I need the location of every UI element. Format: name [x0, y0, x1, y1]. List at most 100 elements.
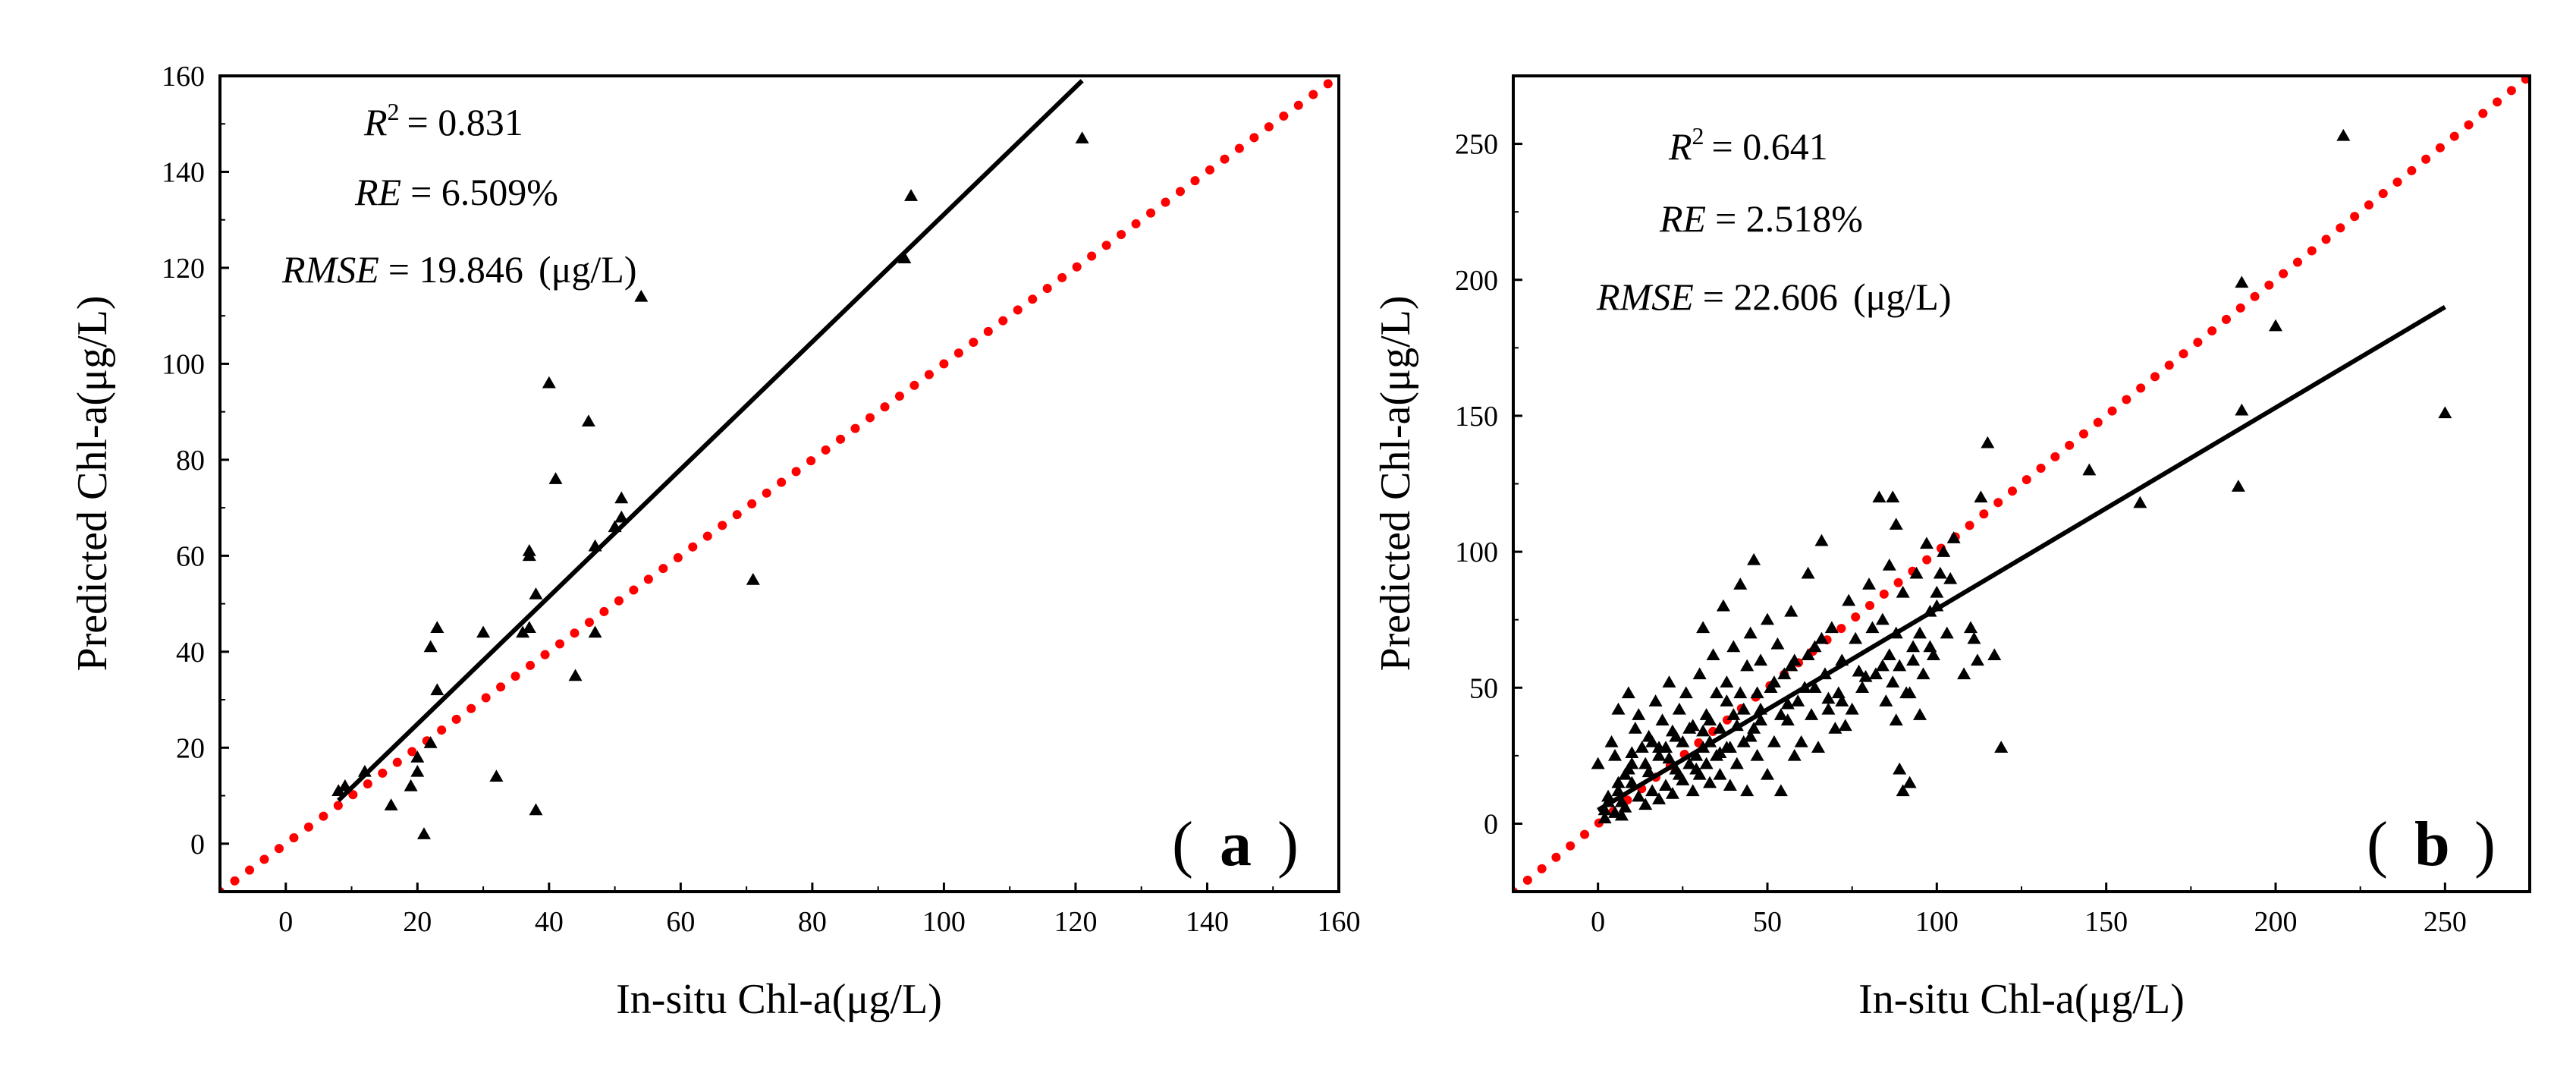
panel-a-y-tick-label: 160: [162, 61, 205, 93]
panel-b-data-point: [1801, 566, 1815, 579]
panel-b-data-point: [1713, 722, 1727, 734]
panel-a-data-point: [588, 625, 602, 638]
panel-b-data-point: [1604, 735, 1619, 747]
panel-b-identity-line: [1513, 76, 2530, 892]
panel-b-data-point: [1828, 722, 1842, 734]
panel-b-data-point: [1791, 694, 1805, 707]
panel-a-tick-labels: 0 20 40 60 80 100 120 140 160 0 20 40 60 80 100 120 140 1…: [162, 61, 1361, 938]
panel-b-data-point: [1662, 751, 1676, 764]
panel-b-x-tick-label: 200: [2254, 906, 2298, 938]
panel-b-data-point: [1665, 787, 1679, 799]
panel-b-rmse-unit: (μg/L): [1853, 275, 1952, 318]
panel-b-data-point: [1761, 612, 1774, 625]
panel-b-data-point: [1824, 621, 1839, 634]
panel-a-points: [331, 131, 1089, 839]
panel-b-data-point: [2082, 463, 2097, 476]
panel-b-data-point: [1720, 675, 1734, 688]
panel-b-data-point: [1930, 599, 1944, 612]
panel-a-data-point: [423, 640, 438, 653]
panel-b-data-point: [1625, 746, 1639, 758]
panel-b-data-point: [2231, 480, 2245, 492]
panel-b: 0 50 100 150 200 250 0 50 100 150 200 250 In-situ C…: [1372, 74, 2531, 1023]
panel-b-data-point: [1703, 735, 1717, 747]
panel-b-x-tick-label: 50: [1753, 906, 1782, 938]
panel-b-data-point: [1754, 653, 1768, 666]
panel-b-data-point: [1872, 490, 1886, 503]
panel-b-data-point: [1814, 533, 1829, 546]
panel-b-data-point: [1638, 798, 1653, 810]
panel-b-data-point: [1682, 757, 1697, 769]
panel-b-data-point: [1773, 784, 1788, 797]
panel-a-x-tick-label: 80: [798, 906, 827, 938]
panel-a-y-tick-label: 120: [162, 253, 205, 285]
panel-b-data-point: [1638, 757, 1653, 769]
panel-b-data-point: [1696, 741, 1711, 753]
panel-b-re-stat: RE = 2.518%: [1659, 197, 1863, 240]
panel-a-identity-line: [220, 76, 1339, 892]
panel-b-data-point: [1937, 545, 1951, 557]
panel-b-r2-label: R: [1668, 125, 1692, 168]
panel-b-tick-labels: 0 50 100 150 200 250 0 50 100 150 200 250: [1455, 129, 2467, 938]
panel-b-data-point: [1794, 735, 1808, 747]
panel-b-data-point: [1862, 577, 1876, 590]
panel-b-data-point: [1842, 593, 1856, 606]
panel-b-data-point: [1943, 571, 1958, 584]
panel-b-fit-line: [1597, 305, 2446, 813]
panel-b-data-point: [1621, 686, 1635, 699]
panel-a-label: a: [1220, 809, 1252, 880]
panel-b-data-point: [1713, 767, 1727, 780]
panel-a-data-point: [404, 779, 418, 791]
panel-b-data-point: [1611, 784, 1626, 797]
panel-a-data-point: [542, 376, 556, 389]
panel-b-data-point: [1767, 675, 1781, 688]
panel-a-data-point: [331, 784, 346, 796]
panel-a-re-value: = 6.509%: [410, 171, 558, 213]
panel-a-data-point: [904, 189, 919, 201]
panel-a-y-tick-label: 0: [190, 829, 205, 861]
panel-b-data-point: [1692, 667, 1707, 680]
panel-b-data-point: [1909, 566, 1924, 579]
panel-b-data-point: [1652, 741, 1667, 753]
panel-a-re-label: RE: [354, 171, 401, 213]
panel-b-data-point: [1669, 729, 1683, 742]
panel-b-y-tick-label: 100: [1455, 537, 1498, 568]
panel-b-data-point: [1868, 667, 1883, 680]
panel-a-r2-superscript: 2: [388, 98, 400, 125]
panel-b-x-tick-label: 150: [2084, 906, 2128, 938]
panel-a-data-point: [338, 779, 352, 791]
panel-b-data-point: [1696, 724, 1711, 737]
panel-b-plot-frame: [1512, 74, 2531, 893]
panel-b-data-point: [1699, 757, 1714, 769]
panel-a-x-tick-label: 100: [922, 906, 966, 938]
panel-b-data-point: [1703, 713, 1717, 725]
panel-b-data-point: [2235, 275, 2249, 288]
panel-a-data-point: [430, 683, 445, 696]
panel-b-data-point: [1740, 784, 1755, 797]
panel-a-data-point: [897, 251, 912, 264]
panel-a-data-point: [1075, 131, 1089, 143]
panel-b-rmse-stat: RMSE = 22.606 (μg/L): [1596, 275, 1951, 318]
panel-b-x-tick-label: 250: [2424, 906, 2467, 938]
panel-b-data-point: [1777, 667, 1792, 680]
panel-b-data-point: [1906, 640, 1921, 653]
panel-b-data-point: [1970, 653, 1984, 666]
panel-b-data-point: [1893, 659, 1907, 672]
panel-b-data-point: [1733, 577, 1748, 590]
panel-a-label-close-paren: ): [1277, 809, 1299, 880]
panel-b-label: b: [2414, 809, 2450, 880]
panel-b-data-point: [1879, 694, 1893, 707]
panel-b-data-point: [1703, 776, 1717, 788]
panel-b-data-point: [1974, 490, 1988, 503]
panel-b-x-tick-label: 100: [1915, 906, 1959, 938]
panel-b-data-point: [1628, 722, 1642, 734]
panel-b-data-point: [1855, 681, 1870, 693]
panel-a-data-point: [548, 472, 563, 484]
panel-b-data-point: [1770, 637, 1785, 650]
panel-b-data-point: [1940, 626, 1954, 639]
panel-b-data-point: [1930, 585, 1944, 598]
panel-b-data-point: [1852, 664, 1866, 677]
panel-b-data-point: [1726, 708, 1741, 720]
panel-b-data-point: [1750, 686, 1764, 699]
